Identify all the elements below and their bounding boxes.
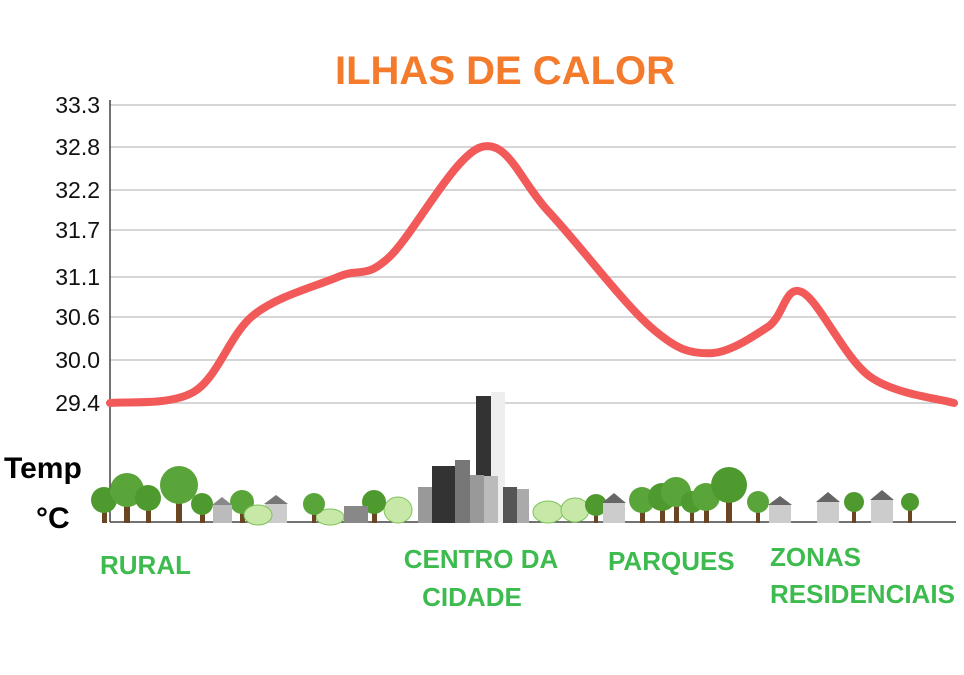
gridlines: [110, 104, 956, 404]
y-tick-label: 30.6: [55, 304, 100, 330]
zone-labels: RURAL CENTRO DA CIDADE PARQUES ZONAS RES…: [100, 542, 955, 612]
y-tick-labels: 33.3 32.8 32.2 31.7 31.1 30.6 30.0 29.4: [55, 92, 100, 416]
zone-label-city-center-line1: CENTRO DA: [404, 544, 559, 574]
y-tick-label: 30.0: [55, 347, 100, 373]
zone-label-city-center-line2: CIDADE: [422, 582, 522, 612]
suburb-trees-icon: [303, 490, 386, 523]
y-tick-label: 31.1: [55, 264, 100, 290]
y-tick-label: 32.8: [55, 134, 100, 160]
park-trees-icon: [585, 467, 769, 523]
residential-houses-icon: [768, 490, 919, 523]
y-tick-label: 32.2: [55, 177, 100, 203]
bushes-icon: [243, 496, 590, 526]
landscape-illustration: [91, 392, 919, 526]
temperature-curve-line: [106, 142, 958, 407]
zone-label-rural: RURAL: [100, 550, 191, 580]
y-tick-label: 31.7: [55, 217, 100, 243]
zone-label-parks: PARQUES: [608, 546, 735, 576]
chart-title: ILHAS DE CALOR: [335, 49, 675, 93]
zone-label-residential-line1: ZONAS: [770, 542, 861, 572]
zone-label-residential-line2: RESIDENCIAIS: [770, 579, 955, 609]
city-buildings-icon: [418, 392, 529, 523]
y-tick-label: 33.3: [55, 92, 100, 118]
y-axis-label-temp: Temp: [4, 452, 82, 485]
y-tick-label: 29.4: [55, 390, 100, 416]
y-axis-label-unit: °C: [36, 502, 70, 535]
